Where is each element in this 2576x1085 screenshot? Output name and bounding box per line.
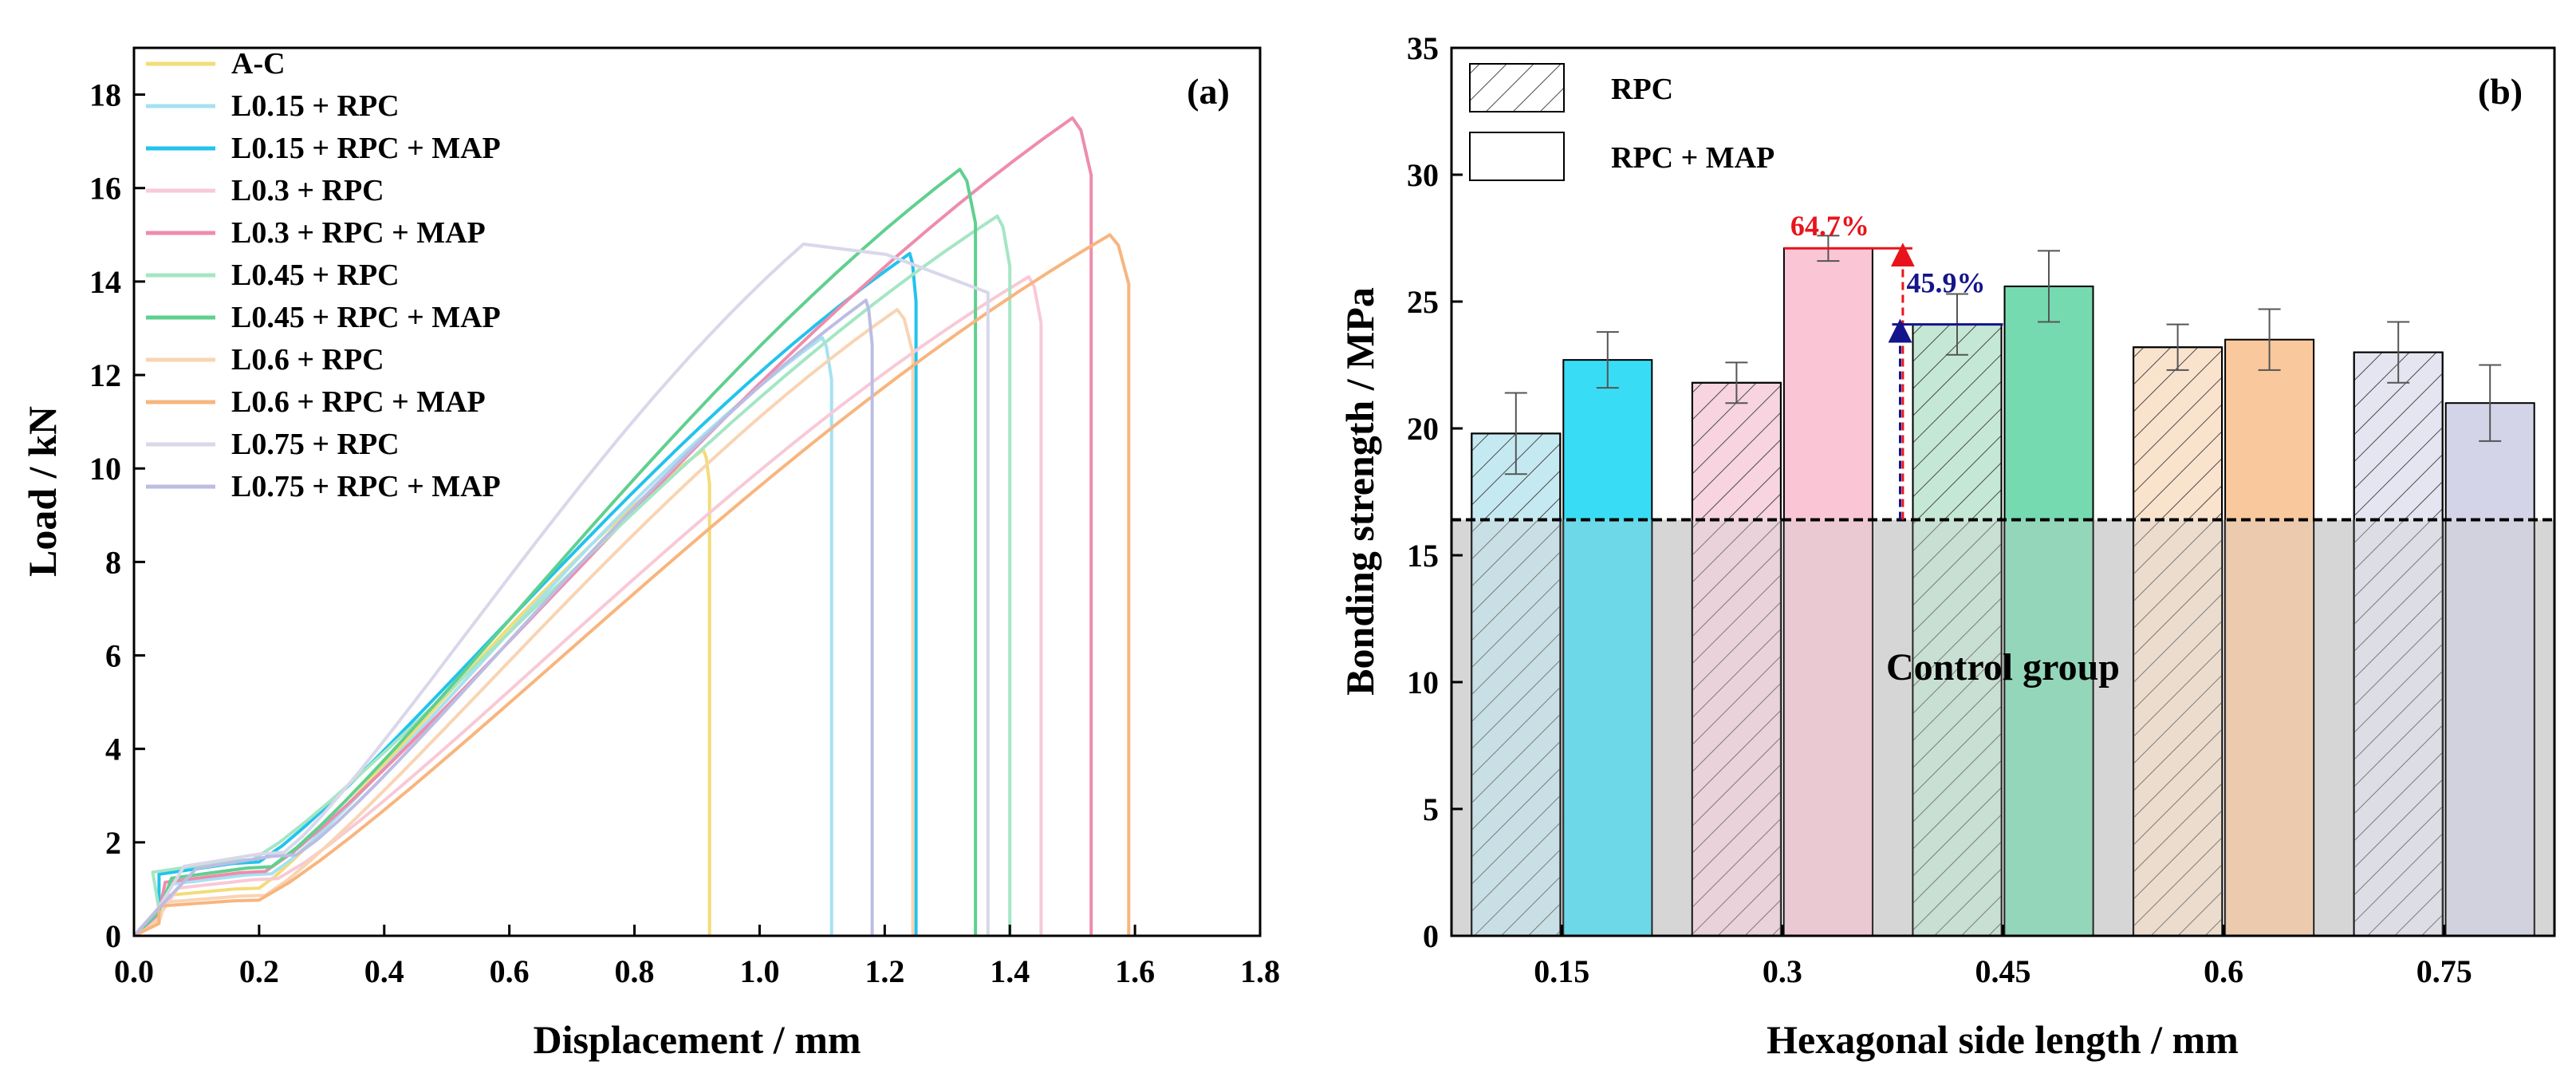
y-tick-label: 10 xyxy=(1407,665,1439,700)
x-tick-label: 0.8 xyxy=(615,953,655,989)
annotation-45-9: 45.9% xyxy=(1907,267,1986,299)
x-tick-label: 0.2 xyxy=(239,953,279,989)
series-line-10 xyxy=(134,298,874,936)
bar-hatch-0.15 xyxy=(1471,432,1562,937)
annotation-64-7: 64.7% xyxy=(1790,210,1869,242)
legend-label-1: L0.15 + RPC xyxy=(231,89,400,123)
legend-label-10: L0.75 + RPC + MAP xyxy=(231,470,501,503)
bar-control-overlay xyxy=(1563,519,1652,936)
y-tick-label: 35 xyxy=(1407,30,1439,66)
y-tick-label: 0 xyxy=(105,918,121,954)
y-tick-label: 20 xyxy=(1407,411,1439,447)
x-tick-label: 0.15 xyxy=(1534,953,1589,989)
x-tick-label: 1.0 xyxy=(739,953,779,989)
x-tick-label: 0.6 xyxy=(2204,953,2243,989)
y-tick-label: 30 xyxy=(1407,157,1439,193)
series-line-8 xyxy=(134,233,1131,936)
legend-swatch-rpc xyxy=(1469,63,1565,112)
x-tick-label: 1.4 xyxy=(990,953,1030,989)
increase-annotations: 64.7% 45.9% xyxy=(1783,210,2003,520)
bar-rpc-map-0.45 xyxy=(2003,285,2094,937)
y-tick-label: 12 xyxy=(89,357,121,393)
x-tick-label: 0.3 xyxy=(1763,953,1802,989)
series-line-4 xyxy=(134,116,1093,936)
panel-a-y-ticks: 0 2 4 6 8 10 12 14 16 18 xyxy=(89,77,145,954)
legend-label-4: L0.3 + RPC + MAP xyxy=(231,216,486,250)
panel-b-label: (b) xyxy=(2478,71,2523,112)
x-tick-label: 0.45 xyxy=(1975,953,2031,989)
y-tick-label: 14 xyxy=(89,264,121,300)
control-group-label: Control group xyxy=(1886,646,2120,688)
panel-a-label: (a) xyxy=(1187,71,1230,112)
panel-a-y-axis-label: Load / kN xyxy=(20,406,65,577)
panel-a-legend: A-C L0.15 + RPC L0.15 + RPC + MAP L0.3 + RP… xyxy=(146,47,501,503)
x-tick-label: 0.0 xyxy=(114,953,154,989)
bars xyxy=(1451,247,2554,937)
legend-label-rpc: RPC xyxy=(1611,73,1673,106)
legend-label-9: L0.75 + RPC xyxy=(231,428,400,461)
panel-a-line-chart: 0.0 0.2 0.4 0.6 0.8 1.0 1.2 1.4 1.6 1.8 0 2 4 6 8 10 12… xyxy=(20,46,1280,1062)
panel-b-bar-chart: Control group 64.7% 45.9% 0.15 0.3 0.45 0.6… xyxy=(1337,30,2556,1062)
error-bars xyxy=(1504,235,2502,475)
panel-b-legend: RPC RPC + MAP xyxy=(1469,63,1774,181)
panel-a-x-ticks: 0.0 0.2 0.4 0.6 0.8 1.0 1.2 1.4 1.6 1.8 xyxy=(114,925,1280,989)
y-tick-label: 6 xyxy=(105,638,121,674)
bar-hatch-0.45 xyxy=(1912,323,2003,937)
legend-label-3: L0.3 + RPC xyxy=(231,174,384,207)
panel-a-frame xyxy=(132,46,1262,937)
series-line-6 xyxy=(134,168,978,936)
y-tick-label: 10 xyxy=(89,451,121,487)
x-tick-label: 0.4 xyxy=(364,953,404,989)
y-tick-label: 5 xyxy=(1423,791,1439,827)
x-tick-label: 1.8 xyxy=(1240,953,1280,989)
panel-a-x-axis-label: Displacement / mm xyxy=(533,1017,861,1062)
y-tick-label: 15 xyxy=(1407,538,1439,574)
bar-control-overlay xyxy=(1471,519,1561,936)
y-tick-label: 25 xyxy=(1407,284,1439,320)
legend-label-5: L0.45 + RPC xyxy=(231,258,400,292)
series-line-9 xyxy=(134,243,990,936)
y-tick-label: 4 xyxy=(105,732,121,767)
bar-control-overlay xyxy=(2133,519,2223,936)
legend-label-0: A-C xyxy=(231,47,286,81)
legend-label-7: L0.6 + RPC xyxy=(231,343,384,377)
series-line-7 xyxy=(134,308,915,936)
y-tick-label: 0 xyxy=(1423,918,1439,954)
legend-label-6: L0.45 + RPC + MAP xyxy=(231,301,501,334)
y-tick-label: 16 xyxy=(89,171,121,207)
panel-b-y-ticks: 0 5 10 15 20 25 30 35 xyxy=(1407,30,1463,954)
y-tick-label: 18 xyxy=(89,77,121,113)
x-tick-label: 1.6 xyxy=(1115,953,1155,989)
x-tick-label: 1.2 xyxy=(865,953,904,989)
bar-control-overlay xyxy=(2004,519,2093,936)
x-tick-label: 0.6 xyxy=(490,953,530,989)
bar-control-overlay xyxy=(1692,519,1781,936)
bar-control-overlay xyxy=(1783,519,1873,936)
panel-b-y-axis-label: Bonding strength / MPa xyxy=(1337,287,1382,696)
legend-label-8: L0.6 + RPC + MAP xyxy=(231,385,486,419)
x-tick-label: 0.75 xyxy=(2416,953,2472,989)
bar-rpc-map-0.15 xyxy=(1562,359,1653,937)
load-curves xyxy=(134,116,1131,936)
legend-label-2: L0.15 + RPC + MAP xyxy=(231,132,501,165)
legend-swatch-rpc-map xyxy=(1469,132,1565,181)
bar-control-overlay xyxy=(2225,519,2314,936)
panel-b-x-axis-label: Hexagonal side length / mm xyxy=(1767,1017,2239,1062)
y-tick-label: 8 xyxy=(105,544,121,580)
legend-label-rpc-map: RPC + MAP xyxy=(1611,141,1774,175)
bar-rpc-map-0.3 xyxy=(1782,247,1873,937)
y-tick-label: 2 xyxy=(105,825,121,861)
bar-control-overlay xyxy=(1912,519,2002,936)
bar-hatch-0.6 xyxy=(2133,346,2223,937)
panel-b-x-ticks: 0.15 0.3 0.45 0.6 0.75 xyxy=(1534,925,2472,989)
bar-control-overlay xyxy=(2353,519,2443,936)
bar-control-overlay xyxy=(2445,519,2535,936)
